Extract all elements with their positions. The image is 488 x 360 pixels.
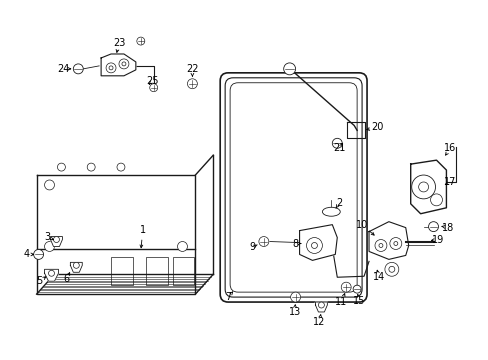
Text: 17: 17: [443, 177, 456, 187]
Polygon shape: [368, 222, 408, 260]
Text: 4: 4: [23, 249, 30, 260]
Text: 3: 3: [44, 231, 50, 242]
Bar: [145, 257, 167, 285]
Circle shape: [378, 243, 382, 247]
Circle shape: [73, 262, 79, 268]
Polygon shape: [44, 269, 59, 281]
Text: 19: 19: [431, 234, 444, 244]
Text: 21: 21: [332, 143, 345, 153]
Circle shape: [48, 270, 54, 276]
Circle shape: [411, 175, 435, 199]
Circle shape: [318, 302, 324, 308]
Text: 5: 5: [37, 276, 42, 286]
Text: 23: 23: [113, 38, 125, 48]
Circle shape: [44, 242, 54, 251]
Circle shape: [388, 266, 394, 272]
Text: 24: 24: [57, 64, 69, 74]
Text: 18: 18: [441, 222, 454, 233]
Polygon shape: [299, 225, 337, 260]
Circle shape: [122, 62, 126, 66]
Polygon shape: [37, 274, 213, 294]
Circle shape: [332, 138, 342, 148]
Bar: [111, 257, 133, 285]
Polygon shape: [315, 302, 326, 312]
Circle shape: [384, 262, 398, 276]
Circle shape: [53, 237, 60, 243]
Text: 6: 6: [63, 274, 69, 284]
Text: 7: 7: [224, 292, 231, 302]
Text: 13: 13: [288, 307, 300, 317]
Circle shape: [311, 243, 317, 248]
Circle shape: [57, 163, 65, 171]
Text: 2: 2: [335, 198, 342, 208]
Text: 10: 10: [355, 220, 367, 230]
Circle shape: [374, 239, 386, 251]
Polygon shape: [50, 237, 62, 247]
Ellipse shape: [322, 207, 340, 216]
Circle shape: [106, 63, 116, 73]
Circle shape: [389, 238, 401, 249]
Text: 20: 20: [370, 122, 383, 132]
Circle shape: [352, 285, 360, 293]
Circle shape: [117, 163, 124, 171]
Circle shape: [177, 242, 187, 251]
Text: 14: 14: [372, 272, 384, 282]
Circle shape: [187, 79, 197, 89]
Polygon shape: [101, 54, 136, 76]
Text: 8: 8: [292, 239, 298, 248]
Circle shape: [429, 194, 442, 206]
Circle shape: [44, 180, 54, 190]
Text: 9: 9: [248, 243, 254, 252]
Text: 11: 11: [334, 297, 346, 307]
Circle shape: [283, 63, 295, 75]
Circle shape: [119, 59, 129, 69]
Circle shape: [306, 238, 322, 253]
Circle shape: [137, 37, 144, 45]
Polygon shape: [37, 175, 195, 294]
Circle shape: [427, 222, 438, 231]
Circle shape: [393, 242, 397, 246]
Text: 22: 22: [186, 64, 198, 74]
Circle shape: [290, 292, 300, 302]
Circle shape: [87, 163, 95, 171]
Bar: [172, 257, 194, 285]
Circle shape: [418, 182, 427, 192]
Polygon shape: [70, 262, 82, 272]
Circle shape: [341, 282, 350, 292]
Circle shape: [149, 84, 157, 92]
Text: 16: 16: [444, 143, 456, 153]
Text: 12: 12: [313, 317, 325, 327]
Text: 25: 25: [146, 76, 159, 86]
Circle shape: [258, 237, 268, 247]
Circle shape: [109, 66, 113, 70]
Text: 15: 15: [352, 296, 365, 306]
Text: 1: 1: [140, 225, 145, 235]
Circle shape: [73, 64, 83, 74]
Polygon shape: [410, 160, 446, 214]
Circle shape: [34, 249, 43, 260]
